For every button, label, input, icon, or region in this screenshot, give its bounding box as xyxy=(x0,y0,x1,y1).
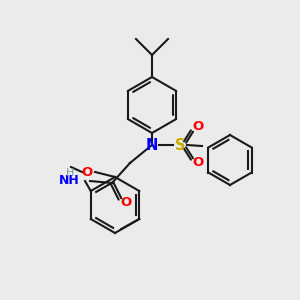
Text: O: O xyxy=(192,121,204,134)
Text: O: O xyxy=(81,166,93,178)
Text: S: S xyxy=(175,137,185,152)
Text: H: H xyxy=(66,168,74,178)
Text: NH: NH xyxy=(59,175,80,188)
Text: O: O xyxy=(120,196,132,209)
Text: N: N xyxy=(146,137,158,152)
Text: O: O xyxy=(192,157,204,169)
